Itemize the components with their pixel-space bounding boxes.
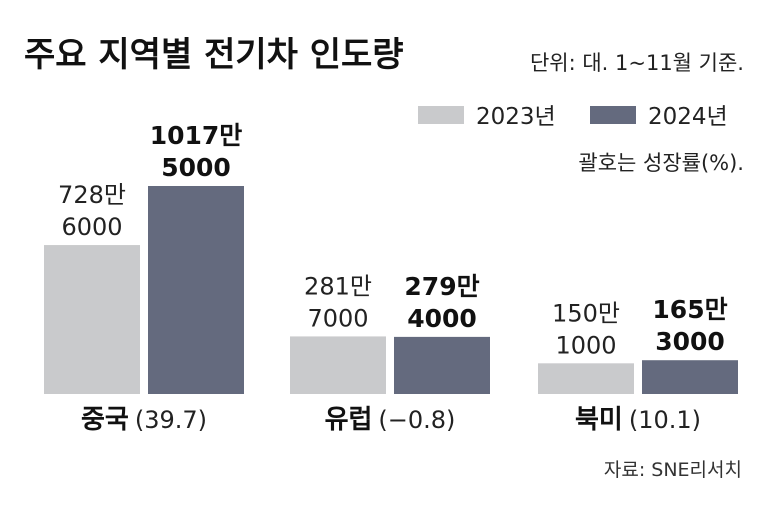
- bar-label-1-1-0: 279만: [404, 272, 479, 301]
- category-growth-1: (−0.8): [378, 406, 455, 434]
- category-growth-2: (10.1): [629, 406, 701, 434]
- bar-2-0: [538, 363, 634, 394]
- category-label-1: 유럽 (−0.8): [325, 405, 456, 435]
- category-growth-0: (39.7): [135, 406, 207, 434]
- bar-0-1: [148, 186, 244, 394]
- bar-label-2-0-0: 150만: [552, 299, 620, 327]
- category-name-1: 유럽: [325, 405, 373, 435]
- legend-label-2023: 2023년: [476, 104, 556, 130]
- bar-label-0-1-0: 1017만: [150, 121, 243, 150]
- bar-label-2-0-1: 1000: [555, 331, 616, 359]
- bar-1-1: [394, 336, 490, 394]
- category-label-0: 중국 (39.7): [81, 405, 207, 435]
- category-name-0: 중국: [81, 405, 129, 435]
- bar-label-2-1-1: 3000: [655, 327, 725, 356]
- bar-0-0: [44, 245, 140, 394]
- source-note: 자료: SNE리서치: [604, 459, 742, 481]
- chart-title: 주요 지역별 전기차 인도량: [24, 35, 404, 75]
- bar-label-0-0-1: 6000: [61, 213, 122, 241]
- bar-label-1-0-1: 7000: [307, 304, 368, 332]
- bar-label-0-1-1: 5000: [161, 153, 231, 182]
- bar-2-1: [642, 360, 738, 394]
- category-labels-group: 중국 (39.7) 유럽 (−0.8) 북미 (10.1): [81, 405, 701, 435]
- bar-label-1-1-1: 4000: [407, 304, 477, 333]
- legend-label-2024: 2024년: [648, 104, 728, 130]
- legend-swatch-2023: [418, 106, 464, 124]
- bar-label-0-0-0: 728만: [58, 181, 126, 209]
- bars-group: [44, 186, 738, 394]
- legend: 2023년 2024년: [418, 104, 728, 130]
- category-name-2: 북미: [575, 405, 623, 435]
- bar-label-2-1-0: 165만: [652, 295, 727, 324]
- bar-1-0: [290, 336, 386, 394]
- legend-swatch-2024: [590, 106, 636, 124]
- unit-note: 단위: 대. 1~11월 기준.: [530, 51, 744, 75]
- growth-note: 괄호는 성장률(%).: [578, 151, 744, 175]
- bar-label-1-0-0: 281만: [304, 272, 372, 300]
- bar-labels-group: 728만 6000 1017만 5000 281만 7000 279만 4000 150만 100…: [58, 121, 728, 359]
- category-label-2: 북미 (10.1): [575, 405, 701, 435]
